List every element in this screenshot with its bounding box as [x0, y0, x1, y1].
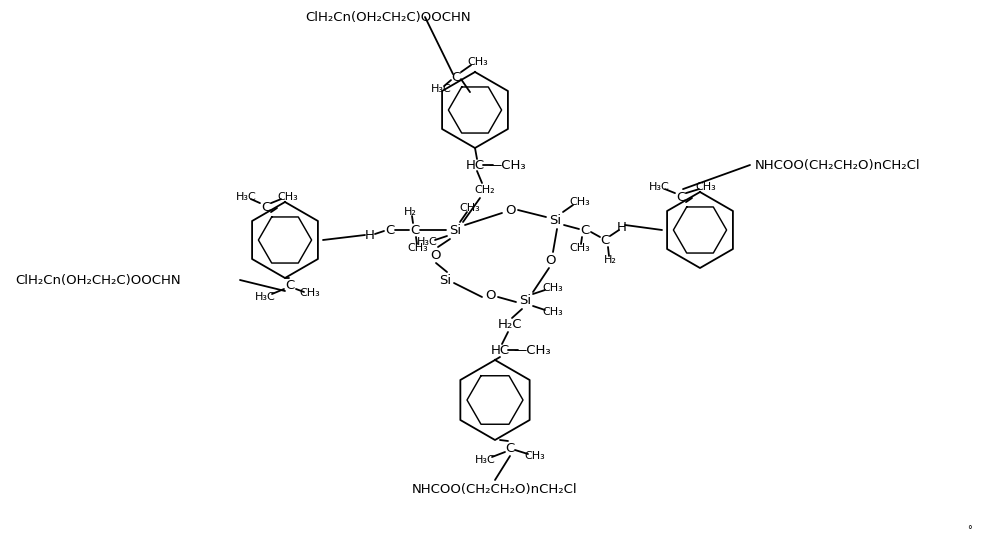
Text: CH₃: CH₃ [408, 243, 428, 253]
Text: CH₃: CH₃ [696, 182, 716, 192]
Text: HC: HC [465, 159, 485, 172]
Text: H₃C: H₃C [475, 455, 495, 465]
Text: H: H [617, 221, 627, 233]
Text: C: C [285, 278, 295, 292]
Text: C: C [505, 441, 515, 455]
Text: C: C [410, 223, 420, 237]
Text: CH₃: CH₃ [300, 288, 320, 298]
Text: H₂: H₂ [404, 207, 416, 217]
Text: H: H [365, 228, 375, 241]
Text: C: C [676, 191, 686, 204]
Text: ClH₂Cn(OH₂CH₂C)OOCHN: ClH₂Cn(OH₂CH₂C)OOCHN [15, 274, 181, 287]
Text: H₂C: H₂C [498, 318, 522, 331]
Text: C: C [385, 223, 395, 237]
Text: C: C [451, 71, 461, 83]
Text: °: ° [968, 525, 972, 535]
Text: CH₃: CH₃ [278, 192, 298, 202]
Text: CH₃: CH₃ [543, 307, 563, 317]
Text: H₃C: H₃C [255, 292, 275, 302]
Text: H₃C: H₃C [649, 182, 669, 192]
Text: C: C [580, 223, 590, 237]
Text: H₃C: H₃C [417, 237, 437, 247]
Text: CH₃: CH₃ [525, 451, 545, 461]
Text: H₂: H₂ [604, 255, 616, 265]
Text: O: O [430, 249, 440, 262]
Text: O: O [485, 288, 495, 301]
Text: O: O [505, 203, 515, 216]
Text: Si: Si [449, 223, 461, 237]
Text: Si: Si [519, 294, 531, 306]
Text: Si: Si [439, 274, 451, 287]
Text: CH₃: CH₃ [543, 283, 563, 293]
Text: —CH₃: —CH₃ [513, 343, 551, 356]
Text: CH₃: CH₃ [570, 243, 590, 253]
Text: NHCOO(CH₂CH₂O)nCH₂Cl: NHCOO(CH₂CH₂O)nCH₂Cl [755, 159, 921, 172]
Text: H₃C: H₃C [236, 192, 256, 202]
Text: Si: Si [549, 214, 561, 227]
Text: CH₃: CH₃ [570, 197, 590, 207]
Text: CH₃: CH₃ [460, 203, 480, 213]
Text: H₃C: H₃C [431, 84, 451, 94]
Text: C: C [261, 201, 271, 214]
Text: HC: HC [490, 343, 510, 356]
Text: —CH₃: —CH₃ [488, 159, 526, 172]
Text: CH₂: CH₂ [475, 185, 495, 195]
Text: NHCOO(CH₂CH₂O)nCH₂Cl: NHCOO(CH₂CH₂O)nCH₂Cl [412, 483, 578, 496]
Text: C: C [600, 233, 610, 246]
Text: CH₃: CH₃ [468, 57, 488, 67]
Text: O: O [545, 253, 555, 267]
Text: ClH₂Cn(OH₂CH₂C)OOCHN: ClH₂Cn(OH₂CH₂C)OOCHN [305, 10, 471, 23]
